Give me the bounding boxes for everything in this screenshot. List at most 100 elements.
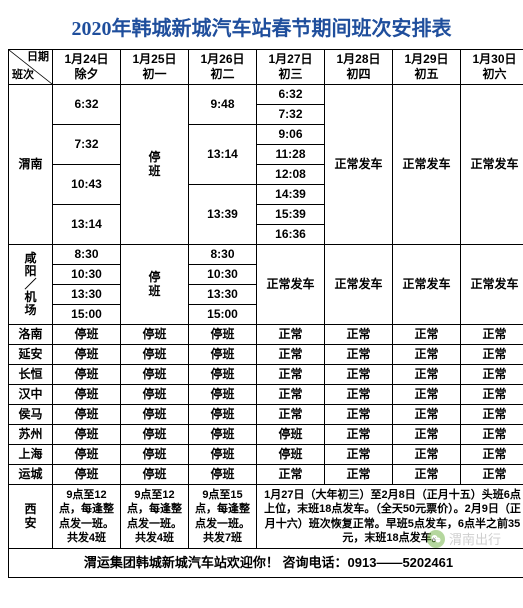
value-cell: 正常 [325,425,393,445]
value-cell: 停班 [189,365,257,385]
table-row: 洛南停班停班停班正常正常正常正常 [9,325,523,345]
dest-cell: 运城 [9,465,53,485]
diag-header: 日期 班次 [9,50,53,85]
value-cell: 停班 [53,345,121,365]
value-cell: 正常 [325,325,393,345]
value-cell: 正常 [257,325,325,345]
value-cell: 停班 [121,405,189,425]
value-cell: 正常 [325,445,393,465]
diag-top: 日期 [27,51,49,65]
value-cell: 停班 [257,445,325,465]
value-cell: 正常 [393,425,461,445]
table-row: 侯马停班停班停班正常正常正常正常 [9,405,523,425]
value-cell: 停班 [257,425,325,445]
value-cell: 停班 [121,365,189,385]
col-h-6: 1月30日初六 [461,50,523,85]
footer-text: 渭运集团韩城新城汽车站欢迎你！ 咨询电话：0913——5202461 [9,549,523,578]
value-cell: 正常 [325,405,393,425]
xy-28: 正常发车 [325,245,393,325]
value-cell: 正常 [461,325,523,345]
value-cell: 停班 [53,465,121,485]
value-cell: 正常 [461,365,523,385]
value-cell: 停班 [189,405,257,425]
header-row: 日期 班次 1月24日除夕 1月25日初一 1月26日初二 1月27日初三 1月… [9,50,523,85]
wn-24-0: 6:32 [53,85,121,125]
value-cell: 正常 [461,445,523,465]
col-h-5: 1月29日初五 [393,50,461,85]
dest-cell: 上海 [9,445,53,465]
table-row: 延安停班停班停班正常正常正常正常 [9,345,523,365]
value-cell: 正常 [461,385,523,405]
xy-26-2: 13:30 [189,285,257,305]
value-cell: 停班 [53,385,121,405]
xy-26-3: 15:00 [189,305,257,325]
wn-27-6: 15:39 [257,205,325,225]
value-cell: 正常 [257,385,325,405]
value-cell: 正常 [325,365,393,385]
dest-xian: 西安 [9,485,53,549]
wn-27-4: 12:08 [257,165,325,185]
value-cell: 正常 [393,385,461,405]
wn-24-3: 13:14 [53,205,121,245]
dest-cell: 汉中 [9,385,53,405]
dest-xianyang: 咸阳／机场 [9,245,53,325]
xy-24-3: 15:00 [53,305,121,325]
value-cell: 正常 [393,325,461,345]
value-cell: 停班 [121,445,189,465]
col-h-0: 1月24日除夕 [53,50,121,85]
wn-26-2: 13:39 [189,185,257,245]
value-cell: 正常 [325,465,393,485]
col-h-3: 1月27日初三 [257,50,325,85]
value-cell: 正常 [257,365,325,385]
value-cell: 停班 [121,325,189,345]
xy-24-2: 13:30 [53,285,121,305]
dest-cell: 苏州 [9,425,53,445]
wn-27-5: 14:39 [257,185,325,205]
wn-27-1: 7:32 [257,105,325,125]
col-h-1: 1月25日初一 [121,50,189,85]
value-cell: 正常 [461,425,523,445]
value-cell: 正常 [461,345,523,365]
wn-27-3: 11:28 [257,145,325,165]
value-cell: 正常 [461,465,523,485]
value-cell: 正常 [393,445,461,465]
table-row: 苏州停班停班停班停班正常正常正常 [9,425,523,445]
value-cell: 停班 [121,465,189,485]
xa-25: 9点至12点，每逢整点发一班。共发4班 [121,485,189,549]
value-cell: 正常 [257,345,325,365]
dest-cell: 长恒 [9,365,53,385]
table-row: 长恒停班停班停班正常正常正常正常 [9,365,523,385]
value-cell: 正常 [257,405,325,425]
value-cell: 停班 [121,425,189,445]
value-cell: 停班 [53,445,121,465]
xy-26-1: 10:30 [189,265,257,285]
wn-30: 正常发车 [461,85,523,245]
table-row: 汉中停班停班停班正常正常正常正常 [9,385,523,405]
watermark: 渭南出行 [427,529,501,548]
value-cell: 正常 [257,465,325,485]
value-cell: 正常 [393,405,461,425]
wechat-icon [427,530,445,548]
value-cell: 停班 [189,345,257,365]
wn-27-2: 9:06 [257,125,325,145]
watermark-text: 渭南出行 [449,529,501,548]
xy-30: 正常发车 [461,245,523,325]
value-cell: 停班 [189,385,257,405]
value-cell: 正常 [393,365,461,385]
value-cell: 正常 [393,465,461,485]
value-cell: 正常 [325,385,393,405]
dest-cell: 侯马 [9,405,53,425]
value-cell: 停班 [121,345,189,365]
value-cell: 停班 [53,365,121,385]
xy-25: 停班 [121,245,189,325]
wn-26-1: 13:14 [189,125,257,185]
value-cell: 停班 [53,425,121,445]
value-cell: 正常 [461,405,523,425]
dest-cell: 洛南 [9,325,53,345]
wn-29: 正常发车 [393,85,461,245]
wn-27-0: 6:32 [257,85,325,105]
xy-26-0: 8:30 [189,245,257,265]
col-h-2: 1月26日初二 [189,50,257,85]
value-cell: 停班 [189,465,257,485]
value-cell: 正常 [325,345,393,365]
